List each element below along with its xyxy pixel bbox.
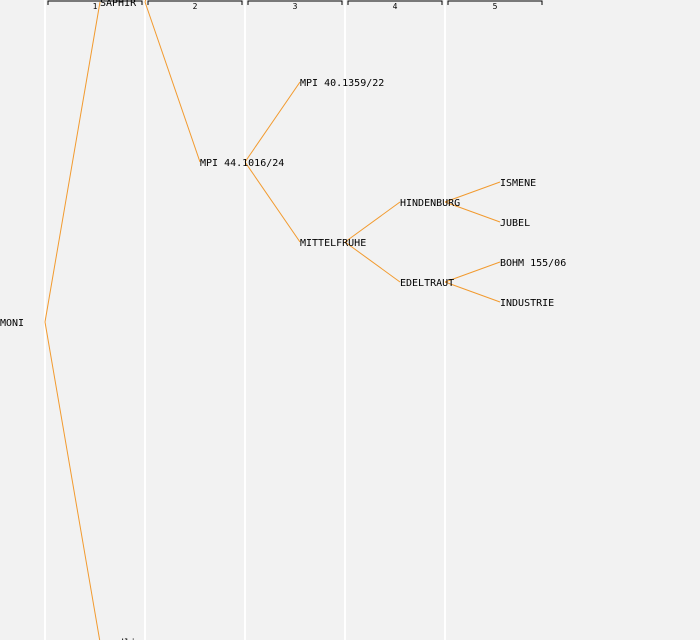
column-number: 5 xyxy=(493,2,498,11)
pedigree-node-label: SAPHIR xyxy=(100,0,137,9)
pedigree-node-label: EDELTRAUT xyxy=(400,278,454,289)
pedigree-edge xyxy=(44,321,101,640)
column-number: 3 xyxy=(293,2,298,11)
column-header-bracket xyxy=(147,0,243,5)
pedigree-edge xyxy=(344,241,401,283)
pedigree-edge xyxy=(244,161,301,243)
pedigree-edge xyxy=(444,261,501,283)
column-header-bracket xyxy=(447,0,543,5)
column-header-bracket xyxy=(347,0,443,5)
pedigree-node-label: BOHM 155/06 xyxy=(500,258,566,269)
pedigree-edge xyxy=(444,201,501,223)
tree-edges xyxy=(44,0,501,640)
column-number: 2 xyxy=(193,2,198,11)
pedigree-node-label: MPI 44.1016/24 xyxy=(200,158,284,169)
column-headers: 1 2 3 4 5 xyxy=(47,0,543,11)
pedigree-edge xyxy=(244,81,301,163)
column-header-bracket xyxy=(247,0,343,5)
pedigree-node-label: INDUSTRIE xyxy=(500,298,554,309)
pedigree-node-label: HINDENBURG xyxy=(400,198,460,209)
pedigree-edge xyxy=(444,281,501,303)
pedigree-edge xyxy=(444,181,501,203)
pedigree-edge xyxy=(344,201,401,243)
pedigree-node-label: JUBEL xyxy=(500,218,530,229)
pedigree-node-label: ISMENE xyxy=(500,178,536,189)
pedigree-node-label: MPI 40.1359/22 xyxy=(300,78,384,89)
pedigree-edge xyxy=(144,1,201,163)
pedigree-edge xyxy=(44,1,101,323)
pedigree-node-label: seedling xyxy=(100,638,148,640)
column-header-bracket xyxy=(47,0,143,5)
column-backgrounds xyxy=(44,0,446,640)
column-number: 4 xyxy=(393,2,398,11)
pedigree-node-label: MITTELFRUHE xyxy=(300,238,366,249)
pedigree-node-label: MONI xyxy=(0,318,24,329)
column-number: 1 xyxy=(93,2,98,11)
